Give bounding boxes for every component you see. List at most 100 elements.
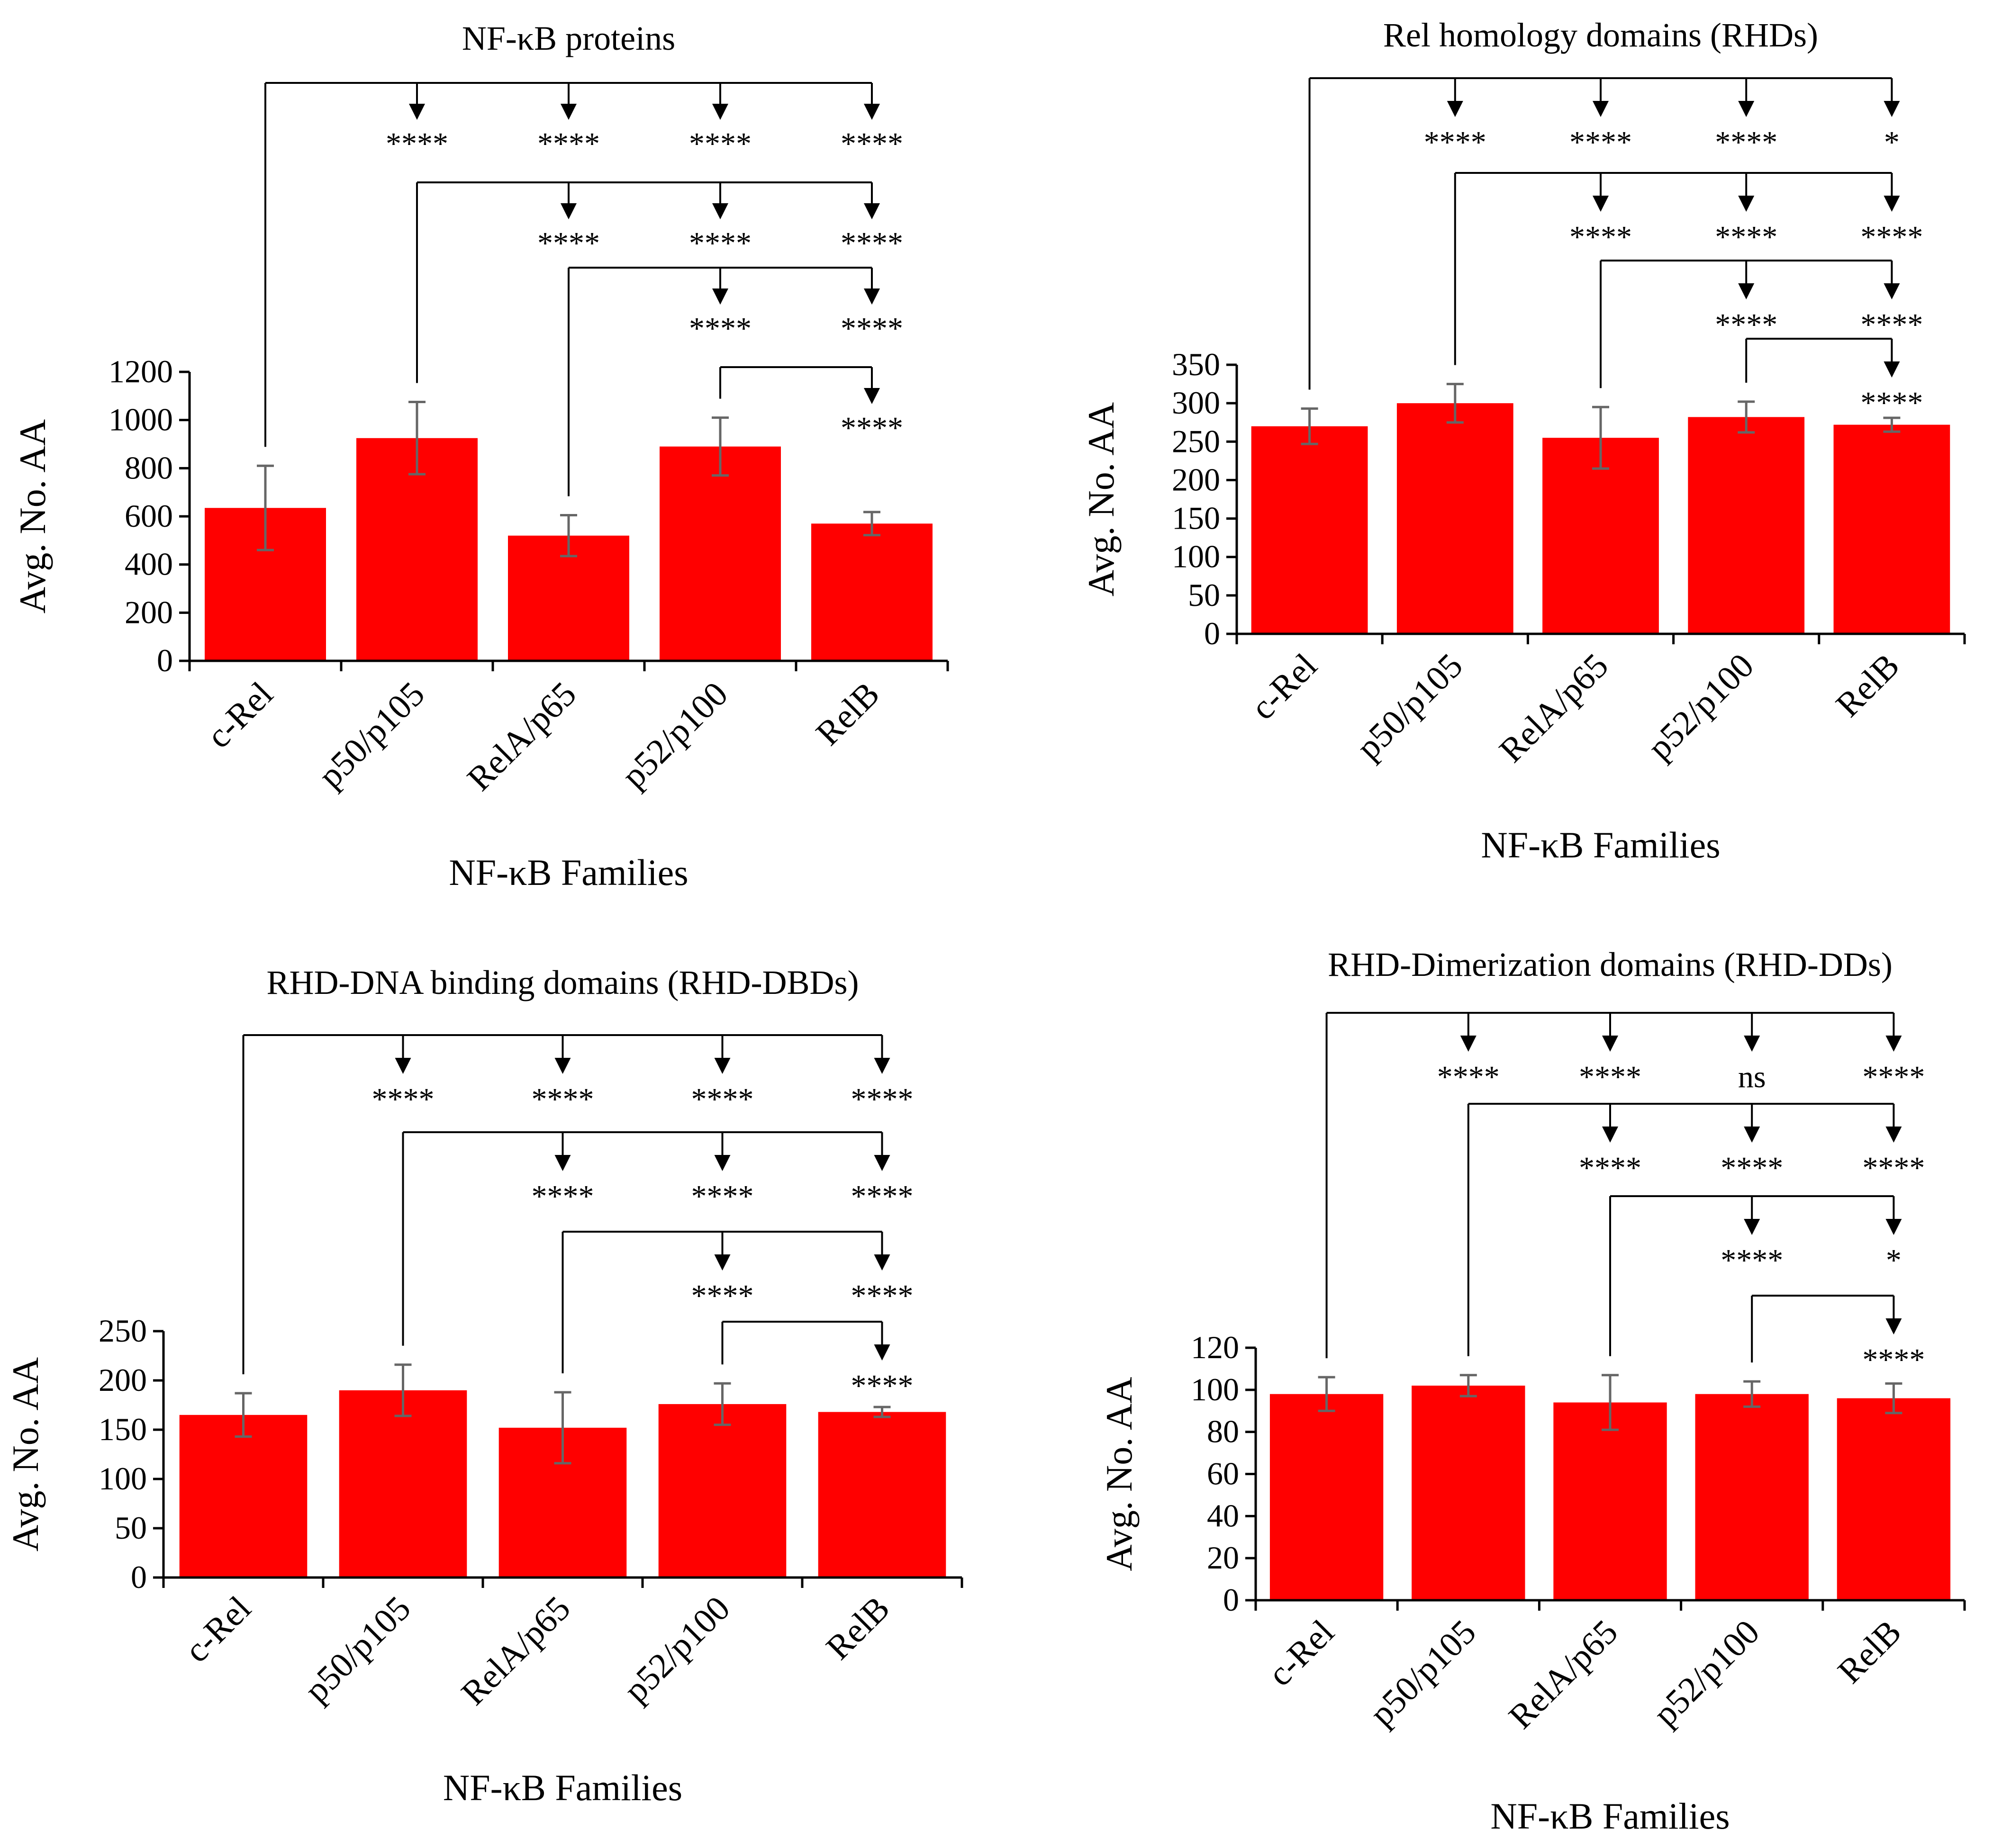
bar bbox=[811, 523, 933, 661]
bar bbox=[1837, 1398, 1951, 1600]
error-bar bbox=[1592, 406, 1609, 470]
chart-title: Rel homology domains (RHDs) bbox=[1383, 16, 1818, 54]
error-bar bbox=[873, 1406, 891, 1418]
significance-label: **** bbox=[841, 126, 903, 161]
category-label: p50/p105 bbox=[1349, 646, 1470, 767]
y-axis-label: Avg. No. AA bbox=[12, 419, 53, 613]
bar bbox=[179, 1415, 308, 1578]
category-label: p50/p105 bbox=[1362, 1613, 1484, 1734]
y-tick-label: 200 bbox=[125, 594, 173, 630]
category-label: p52/p100 bbox=[1646, 1613, 1767, 1734]
category-label: RelB bbox=[1829, 646, 1907, 725]
significance-label: **** bbox=[1862, 1343, 1925, 1377]
significance-label: **** bbox=[1569, 220, 1632, 254]
comparison-arrowhead bbox=[1884, 283, 1900, 299]
significance-bracket bbox=[721, 1321, 882, 1365]
comparison-arrowhead bbox=[712, 288, 728, 305]
significance-bracket bbox=[402, 1131, 882, 1346]
significance-label: ns bbox=[1738, 1060, 1766, 1094]
category-label: p50/p105 bbox=[297, 1589, 418, 1710]
category-label: c-Rel bbox=[1243, 646, 1324, 727]
bar bbox=[339, 1390, 467, 1578]
comparison-arrowhead bbox=[864, 388, 880, 404]
error-bar bbox=[554, 1391, 571, 1465]
bar bbox=[1412, 1385, 1525, 1600]
comparison-arrowhead bbox=[554, 1058, 571, 1074]
comparison-arrowhead bbox=[1593, 101, 1609, 117]
y-tick-label: 250 bbox=[99, 1313, 147, 1349]
y-tick-label: 50 bbox=[115, 1510, 147, 1546]
comparison-arrowhead bbox=[1885, 1318, 1902, 1334]
significance-label: * bbox=[1886, 1243, 1902, 1278]
comparison-arrowhead bbox=[874, 1254, 890, 1271]
error-bar bbox=[560, 514, 577, 558]
chart-title: NF-κB proteins bbox=[462, 19, 675, 57]
bar bbox=[818, 1412, 946, 1578]
error-bar bbox=[1883, 416, 1901, 433]
comparison-arrowhead bbox=[1738, 283, 1755, 299]
y-tick-label: 200 bbox=[1172, 461, 1220, 497]
significance-label: **** bbox=[1715, 125, 1777, 160]
comparison-arrowhead bbox=[1738, 101, 1755, 117]
comparison-arrowhead bbox=[1744, 1036, 1760, 1052]
comparison-arrowhead bbox=[1460, 1036, 1477, 1052]
significance-label: **** bbox=[532, 1082, 594, 1117]
error-bar bbox=[863, 511, 880, 537]
y-tick-label: 0 bbox=[131, 1559, 147, 1595]
significance-label: **** bbox=[689, 226, 752, 261]
chart-title: RHD-Dimerization domains (RHD-DDs) bbox=[1328, 946, 1893, 983]
y-axis-label: Avg. No. AA bbox=[1098, 1377, 1140, 1571]
comparison-arrowhead bbox=[1885, 1036, 1902, 1052]
comparison-arrowhead bbox=[864, 203, 880, 219]
category-label: c-Rel bbox=[177, 1589, 258, 1670]
bar bbox=[1269, 1394, 1384, 1600]
category-label: RelB bbox=[808, 675, 887, 753]
significance-label: **** bbox=[851, 1279, 914, 1313]
comparison-arrowhead bbox=[1885, 1219, 1902, 1235]
error-bar bbox=[394, 1363, 412, 1417]
category-label: p52/p100 bbox=[614, 675, 735, 796]
x-axis-label: NF-κB Families bbox=[449, 852, 688, 893]
comparison-arrowhead bbox=[1885, 1127, 1902, 1143]
bar bbox=[1833, 424, 1950, 634]
comparison-arrowhead bbox=[1738, 196, 1755, 212]
comparison-arrowhead bbox=[874, 1058, 890, 1074]
comparison-arrowhead bbox=[1884, 196, 1900, 212]
y-tick-label: 1200 bbox=[109, 353, 173, 389]
category-label: p52/p100 bbox=[616, 1589, 738, 1710]
x-axis-label: NF-κB Families bbox=[443, 1767, 682, 1808]
comparison-arrowhead bbox=[1593, 196, 1609, 212]
y-tick-label: 100 bbox=[99, 1460, 147, 1496]
y-tick-label: 0 bbox=[1223, 1582, 1239, 1618]
y-tick-label: 400 bbox=[125, 546, 173, 582]
comparison-arrowhead bbox=[874, 1344, 890, 1361]
error-bar bbox=[712, 416, 729, 477]
y-tick-label: 120 bbox=[1191, 1329, 1239, 1365]
significance-label: **** bbox=[537, 226, 600, 261]
y-tick-label: 200 bbox=[99, 1362, 147, 1398]
significance-label: **** bbox=[1721, 1243, 1783, 1278]
category-label: c-Rel bbox=[199, 675, 281, 756]
significance-label: **** bbox=[1860, 220, 1923, 254]
significance-label: **** bbox=[691, 1279, 754, 1313]
significance-label: **** bbox=[1862, 1151, 1925, 1185]
significance-bracket bbox=[416, 181, 872, 383]
significance-label: **** bbox=[689, 311, 752, 346]
significance-label: **** bbox=[386, 126, 448, 161]
comparison-arrowhead bbox=[1884, 361, 1900, 378]
significance-label: **** bbox=[532, 1179, 594, 1214]
significance-label: **** bbox=[691, 1179, 754, 1214]
y-tick-label: 250 bbox=[1172, 423, 1220, 459]
significance-label: * bbox=[1884, 125, 1900, 160]
significance-label: **** bbox=[841, 226, 903, 261]
y-tick-label: 100 bbox=[1172, 539, 1220, 575]
comparison-arrowhead bbox=[874, 1155, 890, 1171]
y-tick-label: 0 bbox=[1204, 615, 1220, 651]
significance-label: **** bbox=[1437, 1060, 1500, 1094]
comparison-arrowhead bbox=[1744, 1127, 1760, 1143]
comparison-arrowhead bbox=[864, 104, 880, 120]
comparison-arrowhead bbox=[561, 104, 577, 120]
significance-label: **** bbox=[537, 126, 600, 161]
significance-bracket bbox=[1454, 172, 1892, 365]
